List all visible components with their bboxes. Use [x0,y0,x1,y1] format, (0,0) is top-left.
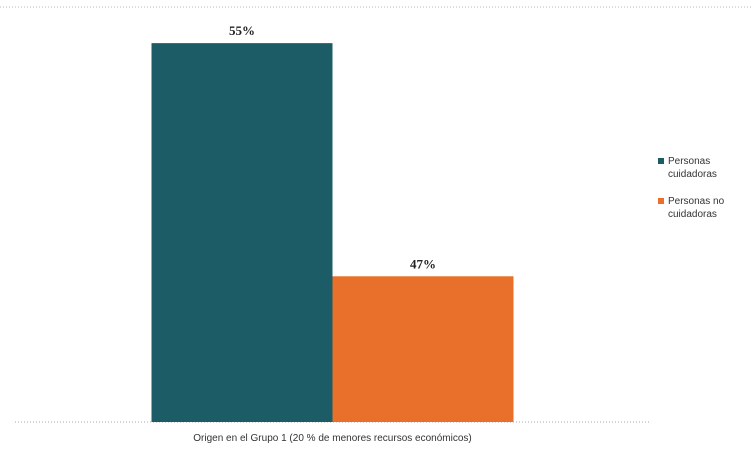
x-tick-label: Origen en el Grupo 1 (20 % de menores re… [193,433,471,444]
data-label: 55% [229,23,255,38]
legend-item: Personas cuidadoras [658,155,743,181]
legend-swatch [658,158,664,164]
legend-label: Personas no cuidadoras [668,196,725,220]
legend-label: Personas cuidadoras [668,156,717,180]
legend-swatch [658,198,664,204]
legend-item: Personas no cuidadoras [658,195,743,221]
bar [332,276,514,422]
bar [151,43,333,423]
legend: Personas cuidadoras Personas no cuidadora… [658,155,743,235]
data-label: 47% [410,256,436,271]
